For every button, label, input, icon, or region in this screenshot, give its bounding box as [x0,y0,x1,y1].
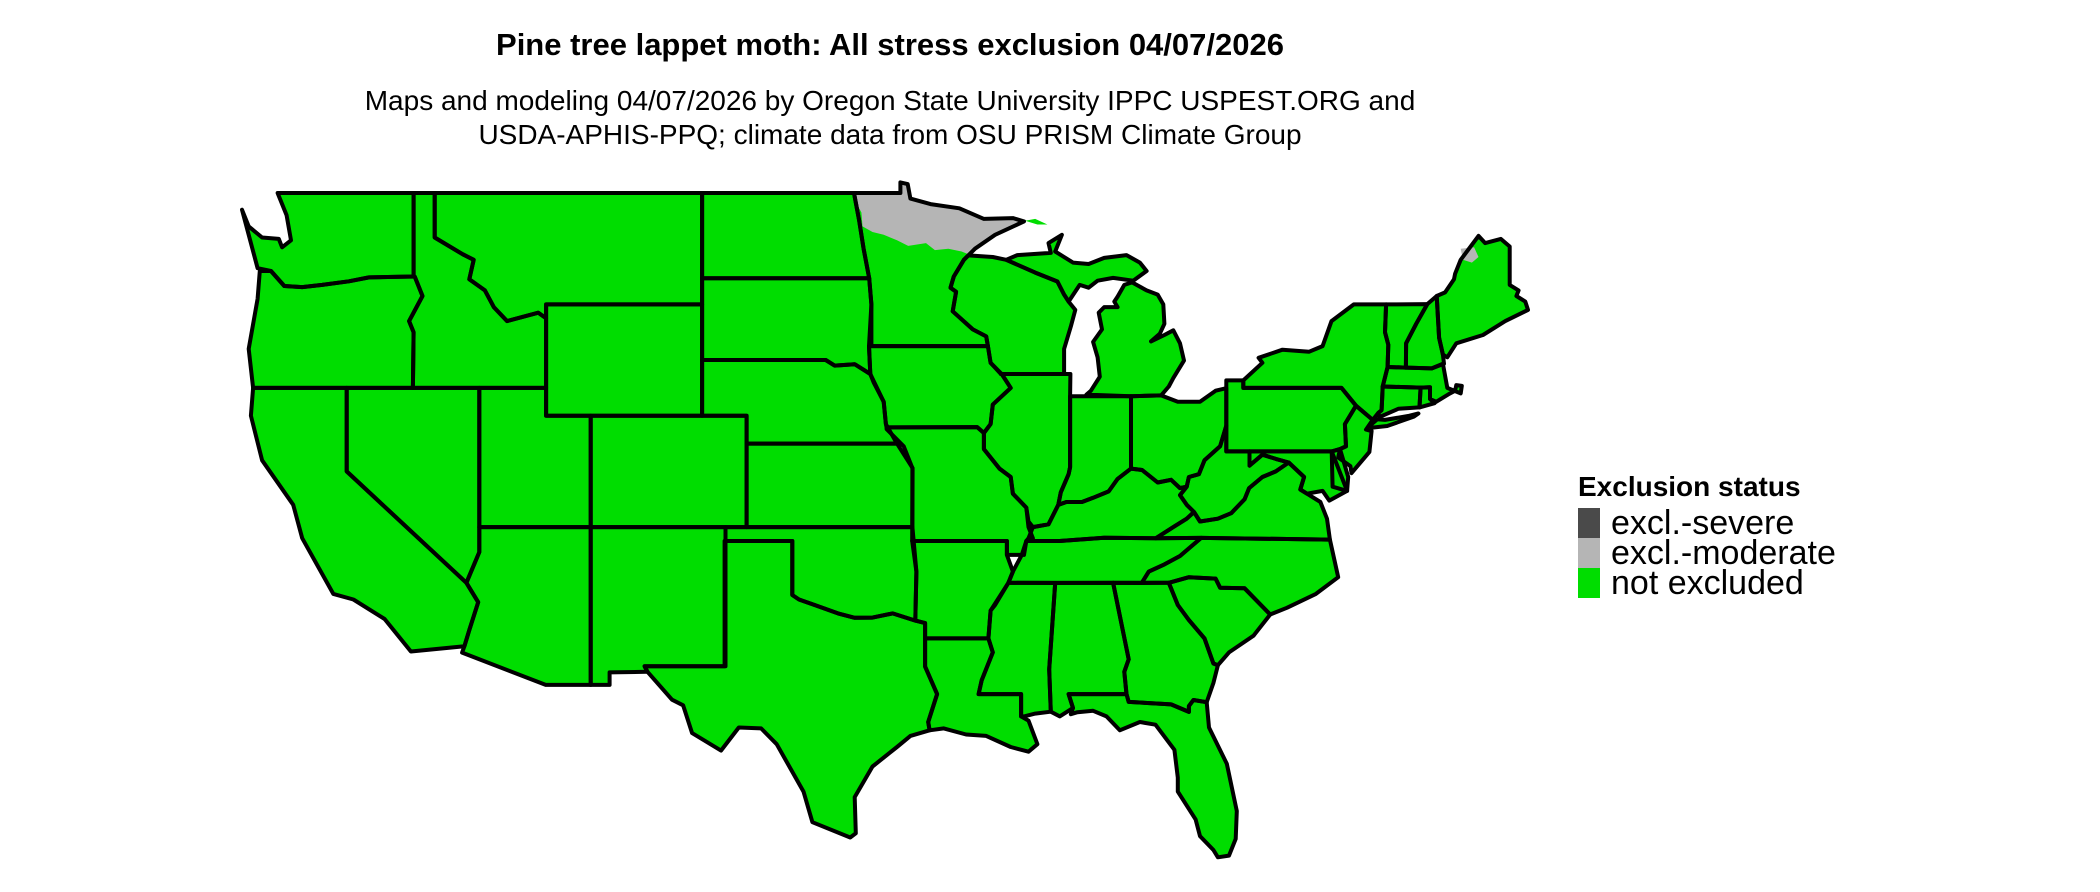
state-fill-texas [644,541,938,838]
state-fill-missouri [886,427,1033,555]
state-border-new-york-long-island [1369,411,1421,430]
state-fill-west-virginia [1180,425,1289,522]
state-fill-north-dakota [702,193,870,279]
state-fill-connecticut [1378,386,1421,418]
state-fill-maryland [1249,451,1348,501]
state-fill-kansas [746,443,913,528]
page-title: Pine tree lappet moth: All stress exclus… [496,27,1284,62]
subtitle-line-1: Maps and modeling 04/07/2026 by Oregon S… [364,85,1416,116]
state-fill-illinois [983,374,1071,528]
state-fill-idaho [409,193,547,388]
legend-item-severe: excl.-severe [1578,504,1836,542]
state-fill-new-york [1243,304,1389,420]
state-fill-colorado [590,415,747,528]
state-fill-iowa [869,346,1011,433]
state-fill-georgia [1113,582,1218,712]
state-fill-kentucky [1026,468,1194,541]
legend-item-not-excluded: not excluded [1578,564,1836,602]
not-excluded-label: not excluded [1611,564,1804,602]
severe-color-swatch [1578,508,1600,538]
state-fill-oklahoma [725,527,917,621]
state-fill-arizona [462,527,591,685]
state-fill-mississippi [978,582,1056,717]
state-fill-new-mexico [590,527,726,685]
state-fill-maine [1436,235,1528,358]
state-border-michigan-lower [1084,280,1186,399]
state-border-florida [1066,692,1239,860]
state-fill-north-carolina [1141,537,1339,615]
state-fill-oregon [248,271,423,388]
severe-label: excl.-severe [1611,504,1795,542]
state-fill-pennsylvania [1226,380,1356,452]
state-fill-nebraska [702,360,897,444]
subtitle-line-2: USDA-APHIS-PPQ; climate data from OSU PR… [478,119,1302,150]
state-fill-south-dakota [702,278,872,374]
state-fill-south-carolina [1168,577,1271,666]
state-fill-alabama [1049,582,1129,717]
state-fill-utah [479,387,591,528]
state-fill-wisconsin [950,255,1076,374]
state-fill-new-hampshire [1405,296,1444,369]
state-fill-indiana [1058,396,1131,505]
not-excluded-color-swatch [1578,568,1600,598]
state-fill-michigan-upper [1006,234,1147,302]
state-border-texas [642,539,940,840]
state-fill-nevada [346,387,480,583]
state-border-new-jersey [1336,403,1375,476]
state-fill-massachusetts [1382,363,1462,402]
state-fill-tennessee [1008,537,1202,583]
island-isle-royale [1025,218,1048,225]
state-fill-florida [1068,694,1237,858]
state-fill-wyoming [546,304,703,416]
moderate-label: excl.-moderate [1611,534,1836,572]
moderate-color-swatch [1578,538,1600,568]
figure-header: Pine tree lappet moth: All stress exclus… [240,0,1540,152]
state-fill-michigan-lower [1086,282,1184,397]
state-fill-montana [434,193,703,322]
state-border-michigan-upper [1004,232,1149,304]
overlay-northern-minnesota [854,182,1024,255]
legend-item-moderate: excl.-moderate [1578,534,1836,572]
state-border-maine [1434,233,1530,360]
state-fill-washington [242,193,414,288]
state-fill-california [250,387,479,652]
legend-title: Exclusion status [1578,471,1801,502]
legend: Exclusion status excl.-severe excl.-mode… [1578,470,1836,602]
state-fill-arkansas [912,541,1013,639]
state-border-north-carolina [1139,535,1341,617]
